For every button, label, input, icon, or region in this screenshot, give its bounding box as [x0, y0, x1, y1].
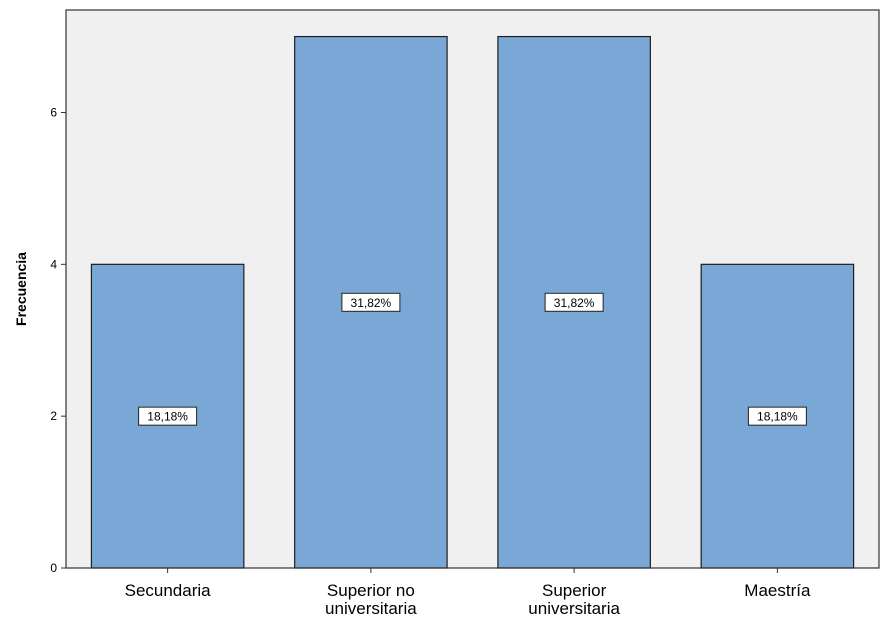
x-axis: Secundaria Superior nouniversitariaSuperi… — [125, 568, 811, 618]
data-label-text: 18,18% — [757, 410, 798, 424]
x-tick-label: universitaria — [325, 599, 417, 618]
data-label-text: 31,82% — [554, 296, 595, 310]
y-axis: 0 2 4 6 — [50, 105, 66, 575]
y-tick-label: 4 — [50, 257, 57, 271]
data-label-box — [544, 292, 604, 312]
data-label: 31,82% — [544, 292, 604, 312]
y-axis-title: Frecuencia — [13, 252, 29, 326]
data-label-box — [138, 406, 198, 426]
data-label-box — [341, 292, 401, 312]
plot-border — [65, 9, 880, 569]
x-tick-label: Maestría — [744, 581, 811, 600]
data-label-text: 18,18% — [147, 410, 188, 424]
y-tick-label: 6 — [50, 105, 57, 119]
x-tick-label: Superior no — [327, 581, 415, 600]
data-label: 18,18% — [747, 406, 807, 426]
y-tick-label: 0 — [50, 561, 57, 575]
y-tick-label: 2 — [50, 409, 57, 423]
data-label-text: 31,82% — [351, 296, 392, 310]
x-tick-label: Secundaria — [125, 581, 212, 600]
bars-layer: 18,18% 31,82% 31,82% 18,18% — [90, 35, 855, 569]
x-tick-label: Superior — [542, 581, 607, 600]
x-tick-label: universitaria — [528, 599, 620, 618]
plot-frame — [65, 9, 880, 569]
data-label: 18,18% — [138, 406, 198, 426]
data-label: 31,82% — [341, 292, 401, 312]
data-label-box — [747, 406, 807, 426]
